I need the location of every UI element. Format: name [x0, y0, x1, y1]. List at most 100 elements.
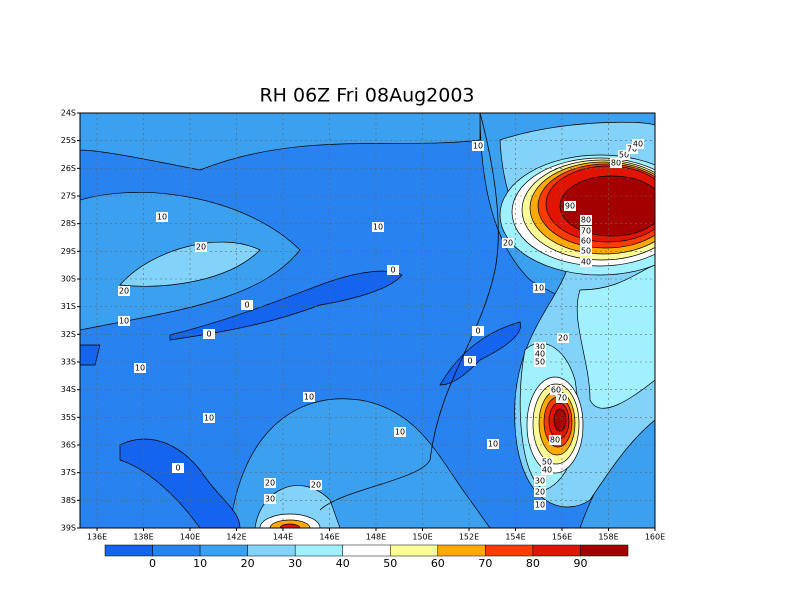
contour-label: 80	[611, 159, 621, 168]
contour-label: 20	[196, 243, 206, 252]
contour-label-bg	[533, 283, 545, 293]
colorbar-label: 20	[241, 557, 255, 570]
contour-label-bg	[534, 342, 546, 352]
colorbar-label: 90	[573, 557, 587, 570]
plot-frame	[79, 112, 656, 529]
contour-label: 20	[311, 481, 321, 490]
contour-label: 50	[535, 358, 545, 367]
contour-label: 0	[244, 301, 249, 310]
contour-label: 80	[550, 436, 560, 445]
y-tick-label: 34S	[61, 385, 76, 394]
colorbar-box	[152, 544, 201, 557]
contour-label-bg	[550, 385, 562, 395]
contour-label-bg	[502, 238, 514, 248]
colorbar: 0 10 20 30 40 50 60 70 80 90	[104, 544, 629, 570]
y-tick-label: 38S	[61, 496, 76, 505]
contour-label: 0	[467, 357, 472, 366]
y-tick-label: 32S	[61, 330, 76, 339]
contour-label: 10	[395, 428, 405, 437]
contour-label-bg	[580, 226, 592, 236]
y-tick-label: 24S	[61, 109, 76, 118]
contour-label-bg	[203, 329, 215, 339]
contour-label-bg	[472, 141, 484, 151]
x-tick-label: 160E	[645, 533, 665, 542]
y-tick-label: 33S	[61, 358, 76, 367]
contour-label: 80	[581, 216, 591, 225]
contour-label-bg	[264, 494, 276, 504]
y-tick-label: 39S	[61, 524, 76, 533]
colorbar-box	[532, 544, 581, 557]
contour-label: 40	[633, 140, 643, 149]
contour-label: 20	[119, 287, 129, 296]
contour-label: 70	[581, 227, 591, 236]
contour-label-bg	[632, 139, 644, 149]
contour-label-bg	[203, 413, 215, 423]
contour-label: 0	[475, 327, 480, 336]
contour-label-bg	[264, 478, 276, 488]
contour-label-bg	[118, 316, 130, 326]
colorbar-box	[199, 544, 248, 557]
contour-label-bg	[303, 392, 315, 402]
contour-label-bg	[394, 427, 406, 437]
colorbar-label: 10	[193, 557, 207, 570]
x-tick-label: 150E	[412, 533, 432, 542]
x-tick-label: 144E	[273, 533, 293, 542]
x-tick-label: 146E	[319, 533, 339, 542]
contour-label-bg	[556, 393, 568, 403]
contour-label-bg	[172, 463, 184, 473]
contour-label-bg	[472, 326, 484, 336]
contour-label: 20	[265, 479, 275, 488]
x-tick-label: 154E	[505, 533, 525, 542]
contour-label-bg	[557, 333, 569, 343]
colorbar-box	[247, 544, 296, 557]
contour-label-bg	[541, 457, 553, 467]
y-tick-label: 29S	[61, 247, 76, 256]
colorbar-box	[580, 544, 629, 557]
contour-label-bg	[534, 349, 546, 359]
contour-label-bg	[134, 363, 146, 373]
x-tick-label: 140E	[180, 533, 200, 542]
contour-label: 0	[390, 266, 395, 275]
y-tick-label: 36S	[61, 441, 76, 450]
contour-label: 0	[175, 464, 180, 473]
colorbar-box	[390, 544, 439, 557]
x-tick-label: 142E	[226, 533, 246, 542]
contour-label: 10	[157, 213, 167, 222]
contour-label: 10	[119, 317, 129, 326]
contour-label-bg	[580, 236, 592, 246]
contour-label: 10	[204, 414, 214, 423]
contour-label-bg	[534, 500, 546, 510]
contour-label-bg	[580, 257, 592, 267]
contour-label-bg	[464, 356, 476, 366]
contour-label: 20	[558, 334, 568, 343]
colorbar-box	[485, 544, 534, 557]
y-tick-label: 35S	[61, 413, 76, 422]
contour-label: 50	[542, 458, 552, 467]
contour-label: 20	[503, 239, 513, 248]
y-tick-label: 26S	[61, 164, 76, 173]
y-tick-label: 31S	[61, 302, 76, 311]
contour-label: 0	[206, 330, 211, 339]
contour-label-bg	[580, 215, 592, 225]
contour-label: 60	[581, 237, 591, 246]
y-tick-label: 30S	[61, 275, 76, 284]
contour-label: 30	[535, 343, 545, 352]
colorbar-box	[437, 544, 486, 557]
contour-label: 50	[619, 151, 629, 160]
x-tick-label: 158E	[598, 533, 618, 542]
contour-label-bg	[195, 242, 207, 252]
contour-label-bg	[549, 435, 561, 445]
contour-label-bg	[618, 150, 630, 160]
fill-region	[553, 408, 567, 432]
colorbar-label: 30	[288, 557, 302, 570]
contour-label: 10	[473, 142, 483, 151]
rh-field	[80, 113, 655, 528]
colorbar-box	[104, 544, 153, 557]
contour-label: 40	[535, 350, 545, 359]
contour-label: 30	[265, 495, 275, 504]
contour-label: 10	[373, 223, 383, 232]
contour-label-bg	[156, 212, 168, 222]
fill-region	[279, 523, 301, 528]
x-tick-label: 148E	[366, 533, 386, 542]
